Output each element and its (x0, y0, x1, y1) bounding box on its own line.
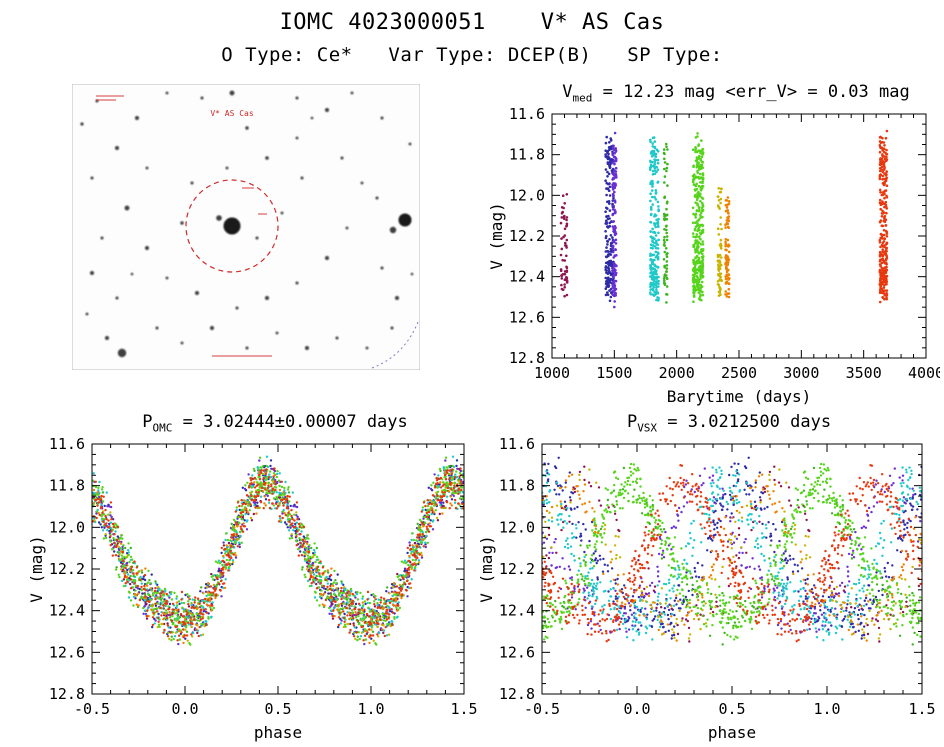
svg-text:11.8: 11.8 (509, 146, 545, 164)
svg-text:-0.5: -0.5 (74, 700, 110, 718)
svg-text:12.2: 12.2 (49, 560, 85, 578)
svg-text:12.0: 12.0 (49, 518, 85, 536)
svg-text:12.0: 12.0 (509, 186, 545, 204)
phase-omc-canvas: -0.5 0.0 0.5 1.0 1.5 11.6 11.8 12.0 12.2 12.4 12.6… (28, 436, 478, 742)
finding-chart: V* AS Cas (71, 83, 421, 371)
svg-text:1500: 1500 (596, 364, 632, 382)
svg-text:12.4: 12.4 (509, 268, 545, 286)
svg-text:0.5: 0.5 (264, 700, 291, 718)
phase-plot-vsx: PVSX = 3.0212500 days -0.5 0.0 0.5 1.0 1.5 11… (478, 410, 936, 744)
phase-plot-omc: POMC = 3.02444±0.00007 days -0.5 0.0 0.5 1.… (28, 410, 478, 744)
phase-omc-title: POMC = 3.02444±0.00007 days (142, 412, 408, 435)
phase-vsx-canvas: -0.5 0.0 0.5 1.0 1.511.611.812.012.212.412.6… (478, 436, 936, 742)
svg-text:11.6: 11.6 (509, 106, 545, 123)
svg-text:12.2: 12.2 (509, 227, 545, 245)
svg-text:3500: 3500 (846, 364, 882, 382)
svg-text:1.5: 1.5 (450, 700, 477, 718)
svg-text:4000: 4000 (908, 364, 940, 382)
svg-text:12.8: 12.8 (49, 685, 85, 703)
svg-text:2500: 2500 (721, 364, 757, 382)
svg-text:1000: 1000 (534, 364, 570, 382)
svg-text:12.6: 12.6 (49, 643, 85, 661)
finding-chart-image: V* AS Cas (71, 83, 421, 371)
time-plot-canvas: 1000 1500 2000 2500 3000 3500 4000 11.6 11.8 12.0… (488, 106, 940, 406)
svg-text:2000: 2000 (659, 364, 695, 382)
svg-text:0.0: 0.0 (171, 700, 198, 718)
svg-text:V (mag): V (mag) (488, 202, 506, 269)
svg-text:Barytime (days): Barytime (days) (667, 387, 812, 406)
svg-text:3000: 3000 (783, 364, 819, 382)
svg-text:11.6: 11.6 (49, 436, 85, 453)
time-plot-title: Vmed = 12.23 mag <err_V> = 0.03 mag (562, 82, 910, 105)
page-subtitle: O Type: Ce* Var Type: DCEP(B) SP Type: (221, 44, 723, 66)
svg-text:12.6: 12.6 (509, 308, 545, 326)
page-title: IOMC 4023000051 V* AS Cas (279, 10, 665, 35)
time-series-plot: Vmed = 12.23 mag <err_V> = 0.03 mag 1000… (488, 80, 940, 408)
svg-text:11.8: 11.8 (49, 477, 85, 495)
phase-vsx-title: PVSX = 3.0212500 days (626, 412, 832, 435)
svg-text:1.0: 1.0 (357, 700, 384, 718)
finder-target-label: V* AS Cas (210, 109, 254, 118)
svg-text:V (mag): V (mag) (28, 535, 46, 602)
svg-text:12.8: 12.8 (509, 349, 545, 367)
svg-text:12.4: 12.4 (49, 602, 85, 620)
svg-text:phase: phase (254, 723, 302, 742)
